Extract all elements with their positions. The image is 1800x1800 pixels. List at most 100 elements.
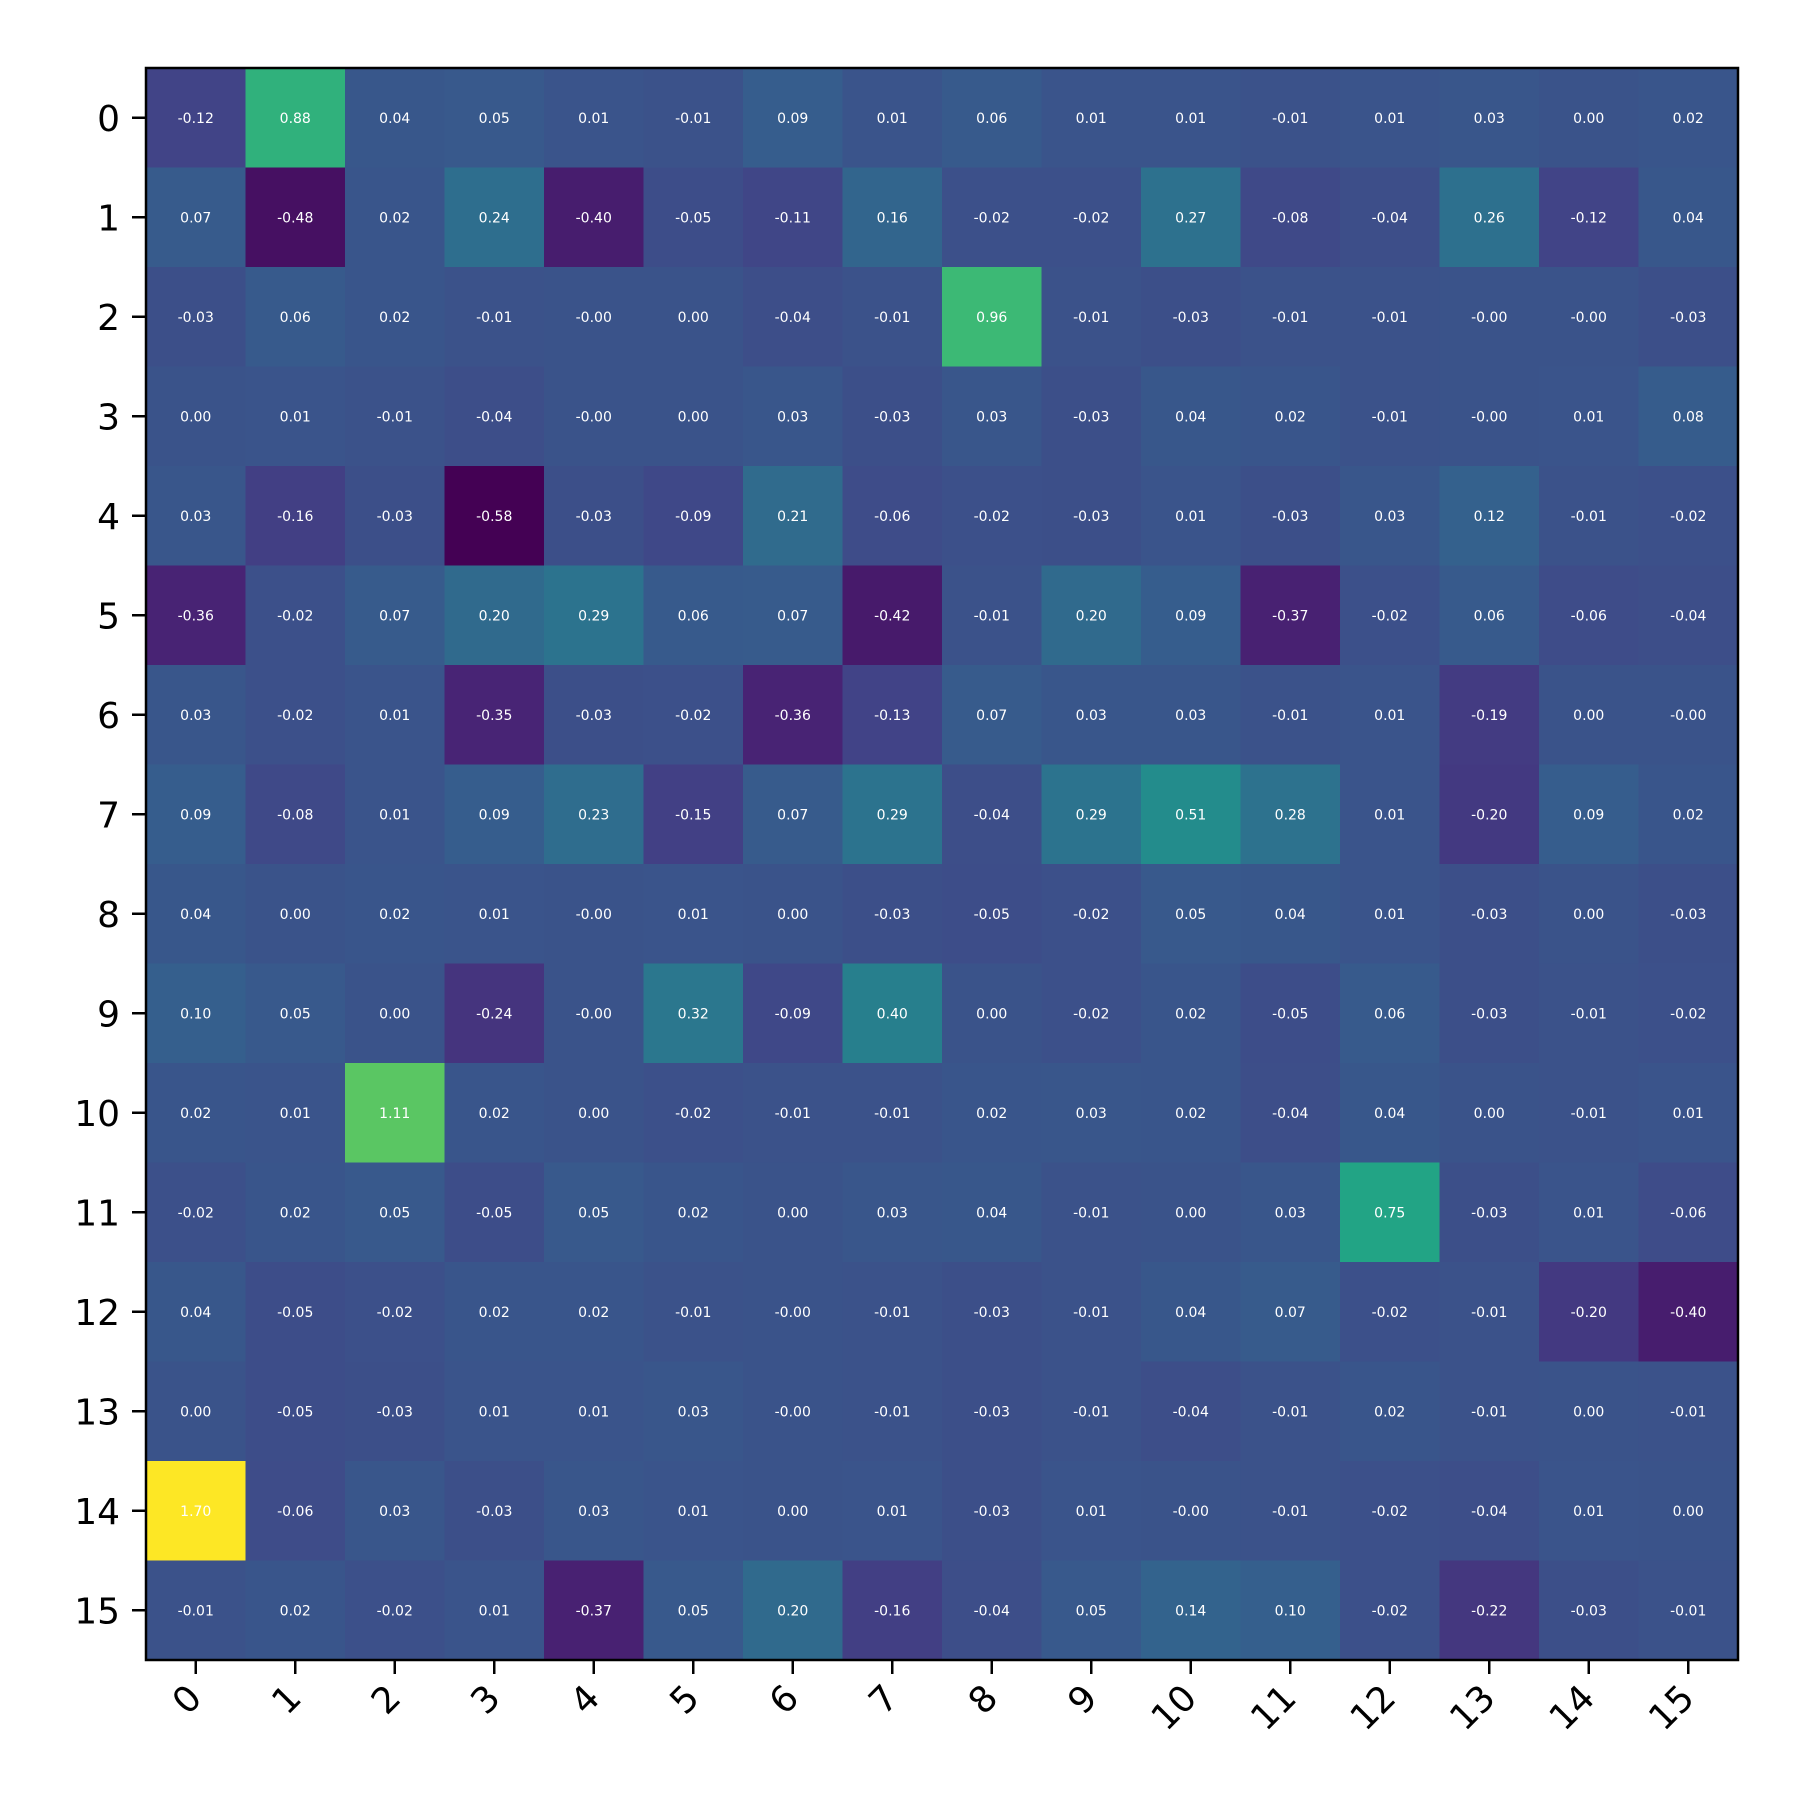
cell-value-label-r0-c1: 0.88 (280, 111, 311, 127)
cell-value-label-r15-c11: 0.10 (1275, 1603, 1306, 1619)
heatmap-cell-r13-c8 (942, 1361, 1043, 1462)
heatmap-cell-r10-c13 (1439, 1063, 1540, 1164)
heatmap-cell-r4-c1 (245, 466, 346, 567)
heatmap-cell-r11-c14 (1539, 1162, 1640, 1263)
heatmap-cell-r5-c8 (942, 565, 1043, 666)
cell-value-label-r12-c0: 0.04 (180, 1305, 211, 1321)
heatmap-cell-r13-c14 (1539, 1361, 1640, 1462)
heatmap-cell-r5-c2 (345, 565, 446, 666)
cell-value-label-r4-c1: -0.16 (277, 509, 313, 525)
heatmap-cell-r14-c1 (245, 1461, 346, 1562)
heatmap-cell-r4-c13 (1439, 466, 1540, 567)
heatmap-cell-r6-c9 (1041, 665, 1142, 766)
cell-value-label-r1-c1: -0.48 (277, 210, 313, 226)
heatmap-cell-r9-c14 (1539, 963, 1640, 1064)
heatmap-cell-r5-c12 (1340, 565, 1441, 666)
heatmap-cell-r11-c7 (842, 1162, 943, 1263)
heatmap-cell-r9-c3 (444, 963, 545, 1064)
x-tick-label-12: 12 (1343, 1677, 1404, 1738)
cell-value-label-r11-c14: 0.01 (1573, 1205, 1604, 1221)
cell-value-label-r10-c12: 0.04 (1374, 1106, 1405, 1122)
cell-value-label-r7-c5: -0.15 (675, 807, 711, 823)
heatmap-cell-r15-c11 (1240, 1560, 1341, 1661)
heatmap-cell-r2-c1 (245, 267, 346, 368)
heatmap-cell-r4-c12 (1340, 466, 1441, 567)
cell-value-label-r11-c15: -0.06 (1670, 1205, 1706, 1221)
heatmap-cell-r6-c8 (942, 665, 1043, 766)
y-tick-label-7: 7 (97, 795, 120, 836)
cell-value-label-r11-c5: 0.02 (678, 1205, 709, 1221)
cell-value-label-r1-c8: -0.02 (974, 210, 1010, 226)
heatmap-cell-r9-c8 (942, 963, 1043, 1064)
heatmap-cell-r7-c5 (643, 764, 744, 865)
heatmap-cell-r7-c2 (345, 764, 446, 865)
heatmap-cell-r9-c10 (1141, 963, 1242, 1064)
heatmap-cell-r1-c6 (743, 167, 844, 268)
heatmap-cell-r1-c11 (1240, 167, 1341, 268)
cell-value-label-r9-c10: 0.02 (1175, 1006, 1206, 1022)
cell-value-label-r4-c5: -0.09 (675, 509, 711, 525)
heatmap-cell-r8-c3 (444, 864, 545, 965)
cell-value-label-r2-c10: -0.03 (1173, 310, 1209, 326)
heatmap-cell-r10-c4 (544, 1063, 645, 1164)
heatmap-cell-r13-c1 (245, 1361, 346, 1462)
heatmap-cell-r12-c4 (544, 1262, 645, 1363)
x-tick-label-14: 14 (1542, 1677, 1603, 1738)
heatmap-cell-r0-c10 (1141, 68, 1242, 169)
cell-value-label-r13-c2: -0.03 (377, 1404, 413, 1420)
heatmap-cell-r15-c2 (345, 1560, 446, 1661)
heatmap-cell-r14-c15 (1638, 1461, 1739, 1562)
cell-value-label-r11-c13: -0.03 (1471, 1205, 1507, 1221)
cell-value-label-r5-c7: -0.42 (874, 608, 910, 624)
cell-value-label-r2-c9: -0.01 (1073, 310, 1109, 326)
heatmap-cell-r11-c10 (1141, 1162, 1242, 1263)
cell-value-label-r2-c14: -0.00 (1571, 310, 1607, 326)
cell-value-label-r13-c13: -0.01 (1471, 1404, 1507, 1420)
heatmap-cell-r14-c6 (743, 1461, 844, 1562)
heatmap-cell-r0-c0 (146, 68, 247, 169)
heatmap-cell-r14-c0 (146, 1461, 247, 1562)
heatmap-cell-r15-c15 (1638, 1560, 1739, 1661)
heatmap-cell-r8-c1 (245, 864, 346, 965)
heatmap-cell-r14-c2 (345, 1461, 446, 1562)
heatmap-cell-r3-c13 (1439, 366, 1540, 467)
x-tick-label-2: 2 (364, 1677, 409, 1722)
heatmap-cell-r13-c10 (1141, 1361, 1242, 1462)
heatmap-cell-r5-c3 (444, 565, 545, 666)
heatmap-cell-r2-c6 (743, 267, 844, 368)
heatmap-cell-r1-c14 (1539, 167, 1640, 268)
cell-value-label-r14-c1: -0.06 (277, 1504, 313, 1520)
y-tick-label-15: 15 (74, 1591, 120, 1632)
cell-value-label-r6-c4: -0.03 (576, 708, 612, 724)
heatmap-cell-r12-c15 (1638, 1262, 1739, 1363)
heatmap-cell-r5-c6 (743, 565, 844, 666)
heatmap-cell-r8-c9 (1041, 864, 1142, 965)
cell-value-label-r12-c10: 0.04 (1175, 1305, 1206, 1321)
x-axis: 0 1 2 3 4 5 6 7 8 9 10 11 12 13 14 15 (165, 1660, 1703, 1739)
cell-value-label-r9-c0: 0.10 (180, 1006, 211, 1022)
heatmap-cell-r8-c5 (643, 864, 744, 965)
heatmap-cell-r1-c1 (245, 167, 346, 268)
cell-value-label-r3-c13: -0.00 (1471, 409, 1507, 425)
cell-value-label-r2-c13: -0.00 (1471, 310, 1507, 326)
cell-value-label-r4-c6: 0.21 (777, 509, 808, 525)
heatmap-cell-r11-c12 (1340, 1162, 1441, 1263)
heatmap-cell-r8-c11 (1240, 864, 1341, 965)
cell-value-label-r10-c14: -0.01 (1571, 1106, 1607, 1122)
cell-value-label-r10-c4: 0.00 (578, 1106, 609, 1122)
cell-value-label-r7-c11: 0.28 (1275, 807, 1306, 823)
heatmap-cell-r11-c6 (743, 1162, 844, 1263)
heatmap-cell-r7-c0 (146, 764, 247, 865)
heatmap-cell-r4-c7 (842, 466, 943, 567)
cell-value-label-r13-c6: -0.00 (775, 1404, 811, 1420)
cell-value-label-r7-c8: -0.04 (974, 807, 1010, 823)
cell-value-label-r5-c5: 0.06 (678, 608, 709, 624)
cell-value-label-r7-c7: 0.29 (877, 807, 908, 823)
cell-value-label-r14-c13: -0.04 (1471, 1504, 1507, 1520)
cell-value-label-r4-c0: 0.03 (180, 509, 211, 525)
heatmap-cell-r4-c0 (146, 466, 247, 567)
heatmap-cell-r11-c11 (1240, 1162, 1341, 1263)
heatmap-cell-r2-c10 (1141, 267, 1242, 368)
cell-value-label-r10-c1: 0.01 (280, 1106, 311, 1122)
